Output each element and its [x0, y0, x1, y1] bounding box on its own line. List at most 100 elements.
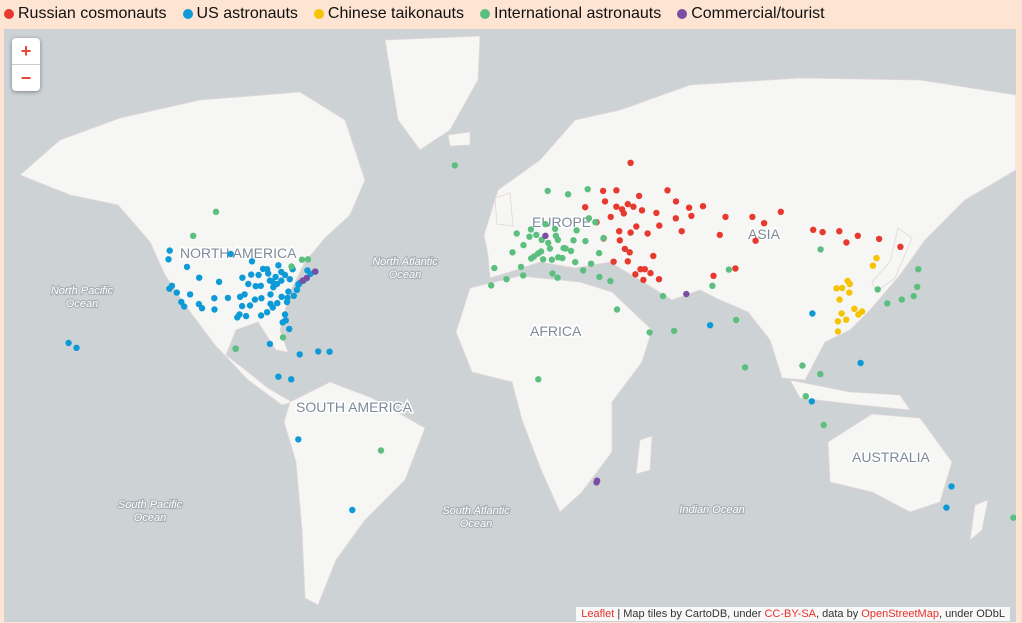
international-marker[interactable] [520, 272, 527, 279]
international-marker[interactable] [580, 267, 587, 274]
commercial-marker[interactable] [311, 268, 319, 275]
international-marker[interactable] [503, 276, 510, 283]
chinese-marker[interactable] [855, 311, 862, 318]
chinese-marker[interactable] [851, 305, 858, 312]
russian-marker[interactable] [601, 198, 609, 205]
international-marker[interactable] [509, 249, 516, 256]
us-marker[interactable] [196, 274, 203, 281]
us-marker[interactable] [211, 306, 218, 313]
us-marker[interactable] [251, 296, 259, 303]
us-marker[interactable] [285, 288, 292, 295]
russian-marker[interactable] [722, 213, 729, 221]
us-marker[interactable] [288, 376, 295, 383]
international-marker[interactable] [884, 300, 891, 307]
international-marker[interactable] [190, 232, 197, 239]
us-marker[interactable] [258, 295, 265, 302]
russian-marker[interactable] [621, 245, 629, 253]
us-marker[interactable] [296, 351, 303, 358]
international-marker[interactable] [582, 237, 589, 245]
us-marker[interactable] [248, 258, 256, 265]
international-marker[interactable] [517, 263, 525, 271]
us-marker[interactable] [269, 304, 276, 311]
international-marker[interactable] [799, 362, 806, 369]
chinese-marker[interactable] [834, 328, 842, 335]
international-marker[interactable] [546, 245, 554, 252]
us-marker[interactable] [211, 295, 218, 302]
us-marker[interactable] [266, 277, 274, 284]
international-marker[interactable] [527, 226, 535, 233]
us-marker[interactable] [274, 299, 281, 307]
international-marker[interactable] [613, 306, 621, 313]
international-marker[interactable] [544, 187, 551, 195]
russian-marker[interactable] [678, 228, 685, 235]
russian-marker[interactable] [875, 235, 883, 243]
russian-marker[interactable] [749, 213, 756, 221]
us-marker[interactable] [215, 278, 223, 285]
russian-marker[interactable] [613, 187, 620, 194]
international-marker[interactable] [542, 221, 549, 228]
us-marker[interactable] [278, 293, 285, 300]
international-marker[interactable] [595, 249, 603, 257]
russian-marker[interactable] [655, 276, 663, 283]
us-marker[interactable] [242, 312, 250, 320]
chinese-marker[interactable] [843, 316, 850, 323]
cc-by-sa-link[interactable]: CC-BY-SA [764, 608, 817, 620]
chinese-marker[interactable] [836, 296, 843, 303]
international-marker[interactable] [570, 237, 577, 244]
international-marker[interactable] [910, 292, 917, 300]
us-marker[interactable] [283, 298, 291, 306]
chinese-marker[interactable] [839, 284, 846, 292]
russian-marker[interactable] [618, 206, 626, 213]
us-marker[interactable] [198, 305, 206, 312]
international-marker[interactable] [741, 364, 749, 371]
international-marker[interactable] [488, 282, 495, 289]
international-marker[interactable] [817, 246, 824, 253]
us-marker[interactable] [275, 373, 282, 380]
international-marker[interactable] [607, 277, 614, 285]
us-marker[interactable] [166, 247, 173, 254]
international-marker[interactable] [567, 247, 575, 255]
us-marker[interactable] [257, 312, 265, 319]
us-marker[interactable] [293, 286, 301, 293]
international-marker[interactable] [552, 232, 560, 239]
us-marker[interactable] [234, 314, 241, 321]
us-marker[interactable] [948, 483, 955, 490]
russian-marker[interactable] [685, 204, 693, 211]
international-marker[interactable] [555, 254, 562, 261]
international-marker[interactable] [709, 282, 716, 289]
us-marker[interactable] [173, 289, 180, 296]
russian-marker[interactable] [777, 208, 784, 215]
russian-marker[interactable] [854, 232, 861, 239]
international-marker[interactable] [646, 329, 653, 336]
russian-marker[interactable] [627, 229, 634, 236]
international-marker[interactable] [915, 266, 922, 273]
us-marker[interactable] [349, 506, 356, 514]
us-marker[interactable] [278, 277, 285, 284]
russian-marker[interactable] [635, 192, 643, 200]
russian-marker[interactable] [647, 269, 654, 277]
us-marker[interactable] [267, 291, 274, 298]
international-marker[interactable] [587, 260, 595, 267]
international-marker[interactable] [600, 234, 607, 242]
us-marker[interactable] [248, 271, 255, 278]
us-marker[interactable] [65, 339, 72, 347]
us-marker[interactable] [168, 282, 176, 289]
us-marker[interactable] [257, 282, 264, 289]
international-marker[interactable] [659, 292, 667, 300]
international-marker[interactable] [572, 258, 579, 266]
chinese-marker[interactable] [873, 254, 880, 262]
international-marker[interactable] [539, 256, 547, 263]
international-marker[interactable] [298, 256, 306, 263]
russian-marker[interactable] [732, 265, 739, 272]
us-marker[interactable] [279, 319, 286, 326]
russian-marker[interactable] [632, 271, 639, 278]
russian-marker[interactable] [624, 258, 631, 265]
russian-marker[interactable] [810, 226, 817, 233]
chinese-marker[interactable] [846, 289, 853, 296]
us-marker[interactable] [808, 398, 815, 405]
russian-marker[interactable] [760, 220, 768, 227]
russian-marker[interactable] [664, 187, 671, 194]
international-marker[interactable] [545, 239, 552, 247]
russian-marker[interactable] [819, 228, 826, 236]
commercial-marker[interactable] [683, 290, 690, 298]
